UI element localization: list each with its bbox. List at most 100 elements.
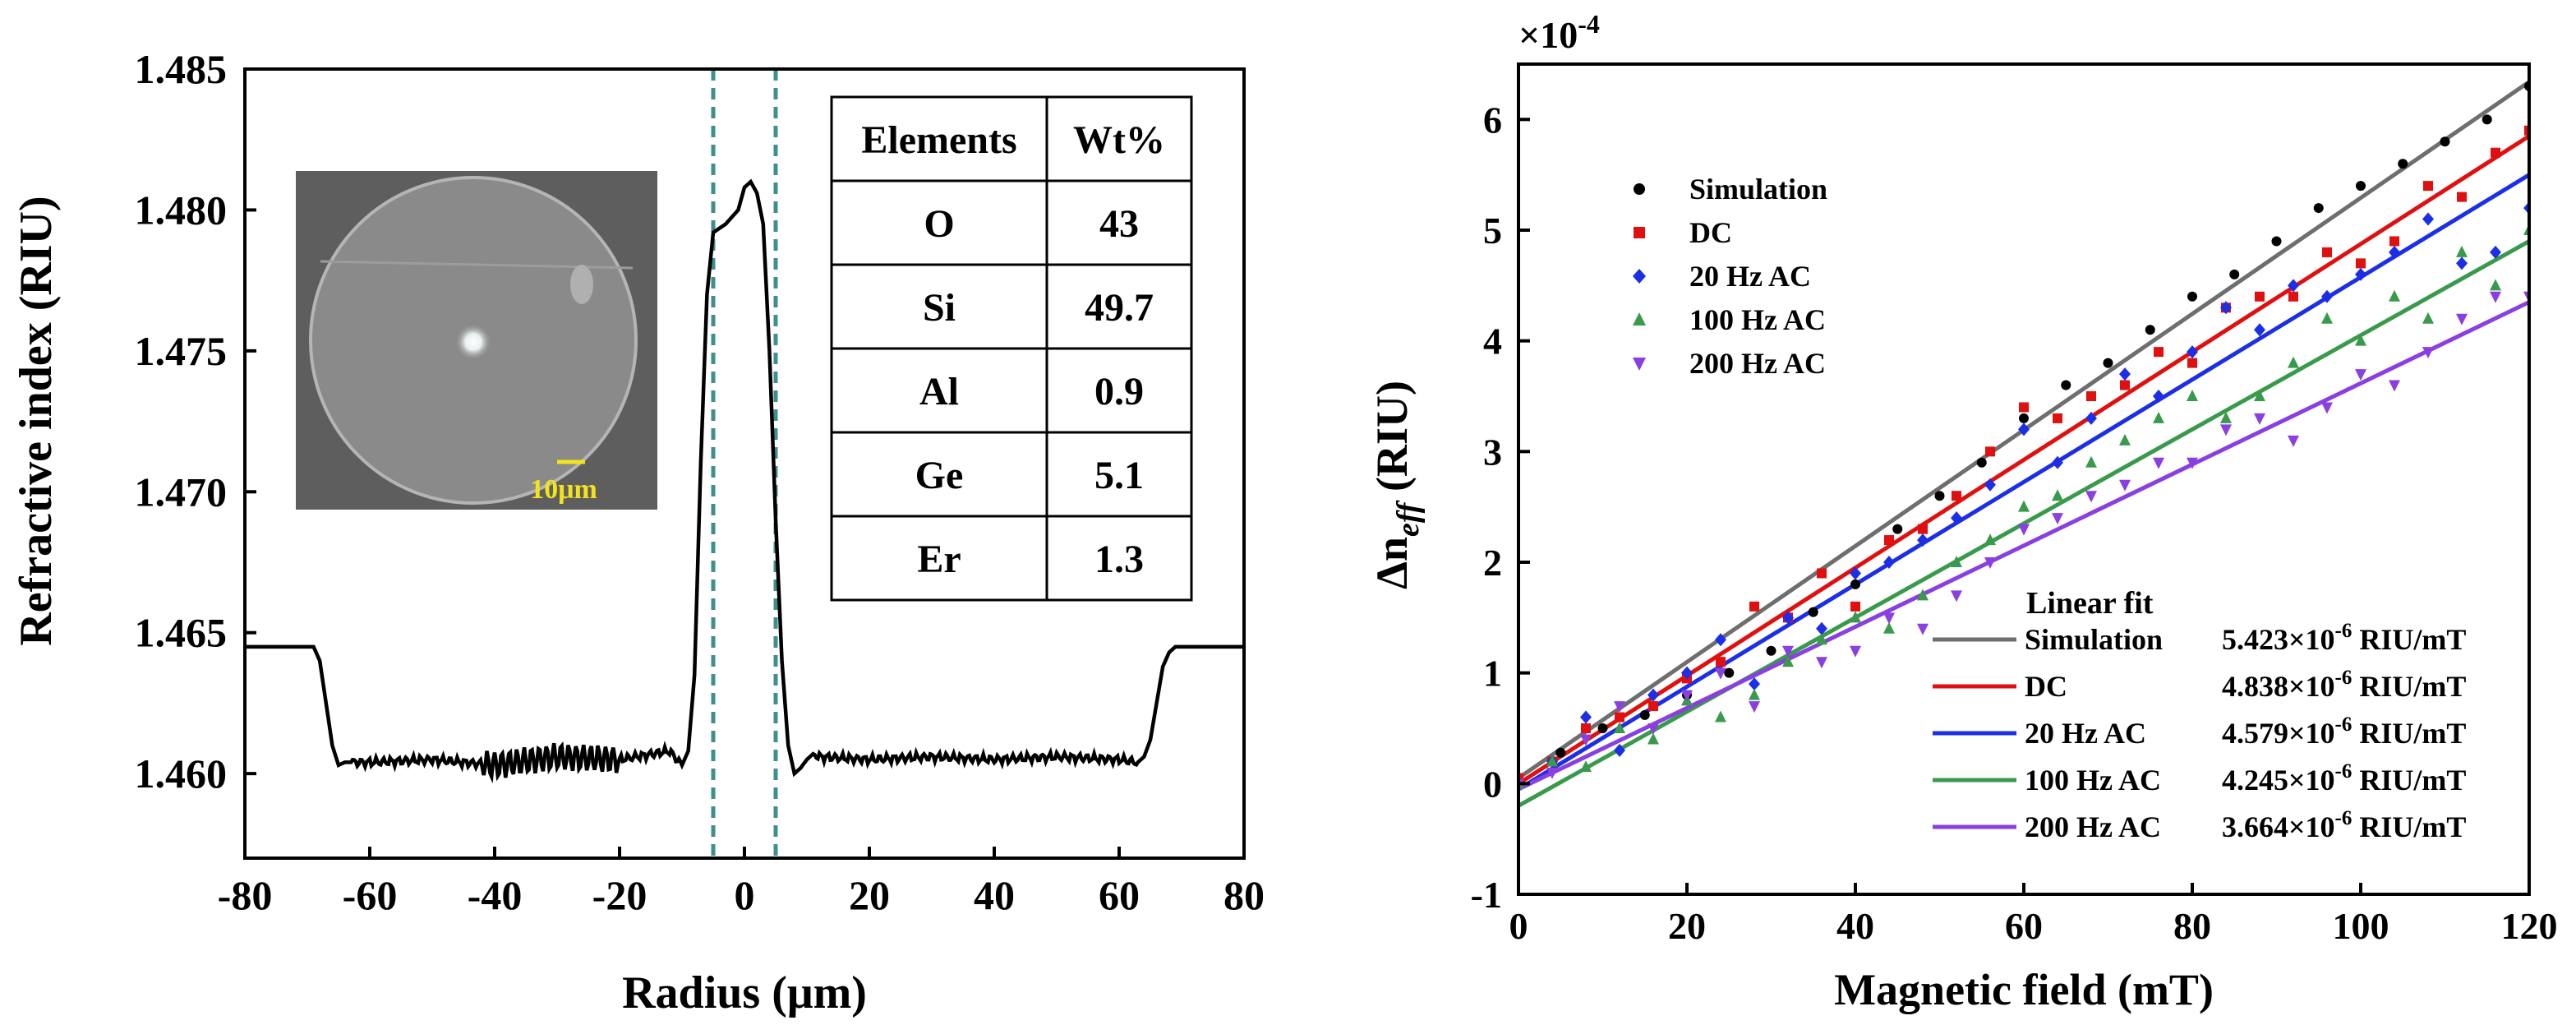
- data-point: [2490, 245, 2501, 259]
- data-point: [2187, 390, 2198, 401]
- y-tick-label: 1.480: [135, 187, 228, 233]
- data-point: [1633, 269, 1646, 284]
- legend-label: Simulation: [1689, 173, 1827, 205]
- data-point: [1681, 666, 1693, 680]
- x-tick-label: 40: [974, 872, 1015, 918]
- data-point: [1850, 566, 1861, 580]
- data-point: [1518, 773, 1523, 783]
- data-point: [1951, 511, 1962, 525]
- data-point: [2321, 289, 2333, 303]
- data-point: [2456, 313, 2468, 326]
- measurement-points: [1518, 81, 2529, 791]
- fit-line: [1518, 300, 2529, 792]
- x-tick-label: 60: [1099, 872, 1140, 918]
- data-point: [1985, 446, 1995, 457]
- data-point: [1716, 657, 1726, 667]
- fit-legend-label: 200 Hz AC: [2025, 810, 2161, 843]
- data-point: [1984, 478, 1996, 492]
- data-point: [2220, 301, 2232, 315]
- data-point: [2145, 325, 2155, 335]
- data-point: [2288, 356, 2299, 368]
- data-point: [2019, 413, 2029, 423]
- data-point: [1850, 601, 1860, 612]
- data-point: [2220, 411, 2232, 423]
- data-point: [1808, 607, 1818, 617]
- fit-legend-slope: 3.664×10-6 RIU/mT: [2222, 807, 2466, 843]
- data-point: [1634, 183, 1645, 195]
- data-point: [2313, 203, 2324, 214]
- data-point: [2321, 402, 2333, 414]
- left-x-ticks: -80 -60 -40 -20 0 20 40 60 80: [218, 847, 1265, 918]
- right-y-axis-label: Δneff (RIU): [1367, 381, 1426, 589]
- data-point: [1615, 712, 1624, 723]
- fit-legend-label: 20 Hz AC: [2025, 717, 2146, 750]
- data-point: [1724, 667, 1735, 678]
- data-point: [1917, 589, 1929, 601]
- data-point: [2254, 413, 2265, 425]
- y-tick-label: 5: [1483, 210, 1502, 252]
- y-tick-label: 3: [1483, 431, 1502, 473]
- data-point: [1546, 755, 1558, 767]
- data-point: [1580, 760, 1592, 773]
- table-cell: 0.9: [1094, 370, 1144, 413]
- x-tick-label: 0: [735, 872, 755, 918]
- table-cell: 1.3: [1094, 538, 1144, 581]
- y-tick-label: 2: [1483, 542, 1502, 584]
- data-point: [1883, 621, 1895, 634]
- y-tick-label: 0: [1483, 763, 1502, 805]
- fit-legend-slope: 5.423×10-6 RIU/mT: [2222, 620, 2466, 656]
- data-point: [2490, 291, 2501, 303]
- data-point: [2052, 513, 2063, 525]
- fiber-sem-inset: 10μm: [296, 171, 657, 510]
- x-tick-label: 0: [1509, 905, 1528, 947]
- fit-legend-slope: 4.579×10-6 RIU/mT: [2222, 713, 2466, 750]
- data-point: [1816, 633, 1827, 645]
- data-point: [2422, 347, 2434, 359]
- right-x-axis-label: Magnetic field (mT): [1834, 965, 2214, 1014]
- marker-legend: Simulation DC 20 Hz AC 100 Hz AC 200 Hz AC: [1633, 173, 1827, 380]
- right-y-ticks: -1 0 1 2 3 4 5 6: [1471, 99, 1530, 916]
- data-point: [1850, 579, 1860, 589]
- data-point: [2456, 245, 2468, 257]
- data-point: [2423, 181, 2433, 192]
- data-point: [2254, 323, 2265, 337]
- data-point: [1984, 557, 1996, 569]
- data-point: [1681, 690, 1693, 702]
- data-point: [1581, 723, 1591, 733]
- data-point: [1715, 633, 1726, 647]
- data-point: [1614, 722, 1625, 733]
- data-point: [1816, 621, 1827, 635]
- y-tick-label: 1: [1483, 653, 1502, 695]
- table-cell: Si: [923, 286, 956, 330]
- data-point: [1647, 688, 1659, 702]
- data-point: [2356, 181, 2366, 192]
- legend-label: DC: [1689, 216, 1732, 249]
- data-point: [2491, 147, 2500, 158]
- left-x-axis-label: Radius (μm): [622, 967, 867, 1018]
- data-point: [2456, 256, 2468, 270]
- data-point: [2220, 424, 2232, 436]
- data-point: [1648, 701, 1658, 712]
- data-point: [1749, 677, 1760, 691]
- data-point: [1597, 723, 1608, 733]
- fit-legend: Linear fit Simulation 5.423×10-6 RIU/mT DC…: [1933, 586, 2466, 843]
- x-tick-label: -60: [343, 872, 398, 918]
- data-point: [1952, 491, 1961, 501]
- data-point: [2255, 291, 2265, 302]
- data-point: [1892, 524, 1903, 534]
- table-cell: Ge: [915, 454, 964, 497]
- data-point: [1715, 667, 1726, 680]
- table-header: Wt%: [1073, 118, 1165, 162]
- left-y-axis-label: Refractive index (RIU): [11, 196, 62, 645]
- data-point: [1782, 655, 1794, 667]
- data-point: [1917, 533, 1929, 547]
- x-tick-label: 80: [2173, 905, 2211, 947]
- data-point: [1850, 611, 1861, 623]
- data-point: [2457, 192, 2467, 202]
- x-tick-label: -40: [468, 872, 523, 918]
- y-tick-label: 1.485: [135, 46, 228, 92]
- data-point: [2120, 380, 2130, 390]
- table-cell: 5.1: [1094, 454, 1144, 497]
